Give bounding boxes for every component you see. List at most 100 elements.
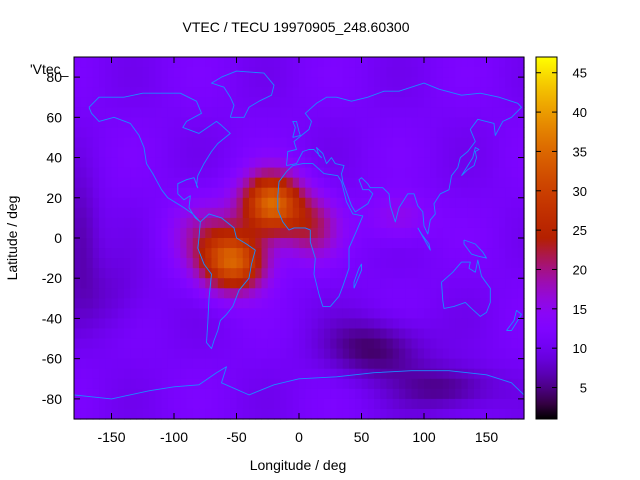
heat-cell bbox=[86, 268, 94, 279]
heat-cell bbox=[455, 378, 463, 390]
heat-cell bbox=[492, 227, 500, 239]
heat-cell bbox=[474, 147, 481, 159]
heat-cell bbox=[511, 77, 519, 88]
heat-cell bbox=[492, 238, 500, 249]
heat-cell bbox=[442, 107, 450, 118]
heat-cell bbox=[455, 278, 463, 289]
heat-cell bbox=[199, 67, 206, 78]
heat-cell bbox=[99, 318, 106, 330]
heat-cell bbox=[455, 258, 463, 269]
heat-cell bbox=[111, 77, 119, 88]
heat-cell bbox=[299, 378, 306, 390]
heat-cell bbox=[517, 57, 525, 68]
heat-cell bbox=[430, 127, 438, 139]
heat-cell bbox=[86, 348, 94, 360]
heat-cell bbox=[449, 268, 456, 279]
heat-cell bbox=[280, 288, 288, 299]
heat-cell bbox=[467, 177, 475, 189]
heat-cell bbox=[317, 398, 325, 410]
heat-cell bbox=[217, 348, 225, 360]
heat-cell bbox=[292, 288, 300, 299]
heat-cell bbox=[517, 117, 525, 128]
heat-cell bbox=[311, 157, 319, 169]
heat-cell bbox=[74, 298, 81, 309]
heat-cell bbox=[455, 217, 463, 229]
heat-cell bbox=[461, 217, 469, 229]
heat-cell bbox=[374, 358, 381, 370]
heat-cell bbox=[367, 107, 375, 118]
heat-cell bbox=[230, 147, 238, 159]
heat-cell bbox=[161, 117, 169, 128]
heat-cell bbox=[436, 258, 444, 269]
heat-cell bbox=[242, 227, 250, 239]
heat-cell bbox=[105, 408, 113, 420]
heat-cell bbox=[324, 147, 331, 159]
heat-cell bbox=[499, 258, 506, 269]
heat-cell bbox=[480, 408, 488, 420]
heat-cell bbox=[492, 57, 500, 68]
heat-cell bbox=[224, 187, 231, 199]
heat-cell bbox=[311, 177, 319, 189]
heat-cell bbox=[424, 167, 431, 179]
heat-cell bbox=[74, 358, 81, 370]
heat-cell bbox=[242, 157, 250, 169]
heat-cell bbox=[92, 57, 100, 68]
heat-cell bbox=[280, 107, 288, 118]
heat-cell bbox=[367, 127, 375, 139]
x-tick-label: 100 bbox=[412, 429, 436, 445]
heat-cell bbox=[149, 378, 156, 390]
heat-cell bbox=[411, 398, 419, 410]
heat-cell bbox=[367, 57, 375, 68]
heat-cell bbox=[442, 127, 450, 139]
heat-cell bbox=[474, 358, 481, 370]
heat-cell bbox=[86, 398, 94, 410]
heat-cell bbox=[392, 388, 400, 400]
heat-cell bbox=[199, 238, 206, 249]
heat-cell bbox=[274, 57, 281, 68]
heat-cell bbox=[299, 217, 306, 229]
heat-cell bbox=[461, 207, 469, 219]
heat-cell bbox=[99, 288, 106, 299]
heat-cell bbox=[305, 57, 313, 68]
heat-cell bbox=[261, 348, 269, 360]
heat-cell bbox=[467, 147, 475, 159]
heat-cell bbox=[236, 207, 244, 219]
heat-cell bbox=[255, 368, 263, 380]
heat-cell bbox=[261, 388, 269, 400]
heat-cell bbox=[149, 278, 156, 289]
heat-cell bbox=[392, 57, 400, 68]
heat-cell bbox=[492, 197, 500, 209]
heat-cell bbox=[142, 298, 150, 309]
heat-cell bbox=[361, 107, 369, 118]
heat-cell bbox=[511, 57, 519, 68]
heat-cell bbox=[380, 328, 388, 340]
heat-cell bbox=[392, 348, 400, 360]
heat-cell bbox=[186, 248, 194, 259]
heat-cell bbox=[330, 378, 338, 390]
coastline bbox=[292, 120, 301, 138]
heat-cell bbox=[517, 278, 525, 289]
heat-cell bbox=[130, 338, 138, 350]
heat-cell bbox=[305, 308, 313, 320]
heat-cell bbox=[292, 97, 300, 108]
heat-cell bbox=[442, 87, 450, 98]
heat-cell bbox=[161, 368, 169, 380]
heat-cell bbox=[355, 107, 363, 118]
heat-cell bbox=[142, 358, 150, 370]
heat-cell bbox=[480, 328, 488, 340]
heat-cell bbox=[217, 238, 225, 249]
heat-cell bbox=[167, 408, 175, 420]
heat-cell bbox=[467, 408, 475, 420]
heat-cell bbox=[261, 278, 269, 289]
heat-cell bbox=[317, 338, 325, 350]
heat-cell bbox=[386, 248, 394, 259]
heat-cell bbox=[324, 167, 331, 179]
heat-cell bbox=[499, 408, 506, 420]
heat-cell bbox=[217, 338, 225, 350]
heat-cell bbox=[230, 97, 238, 108]
heat-cell bbox=[286, 67, 294, 78]
heat-cell bbox=[199, 408, 206, 420]
heat-cell bbox=[117, 408, 125, 420]
heat-cell bbox=[86, 157, 94, 169]
heat-cell bbox=[511, 207, 519, 219]
